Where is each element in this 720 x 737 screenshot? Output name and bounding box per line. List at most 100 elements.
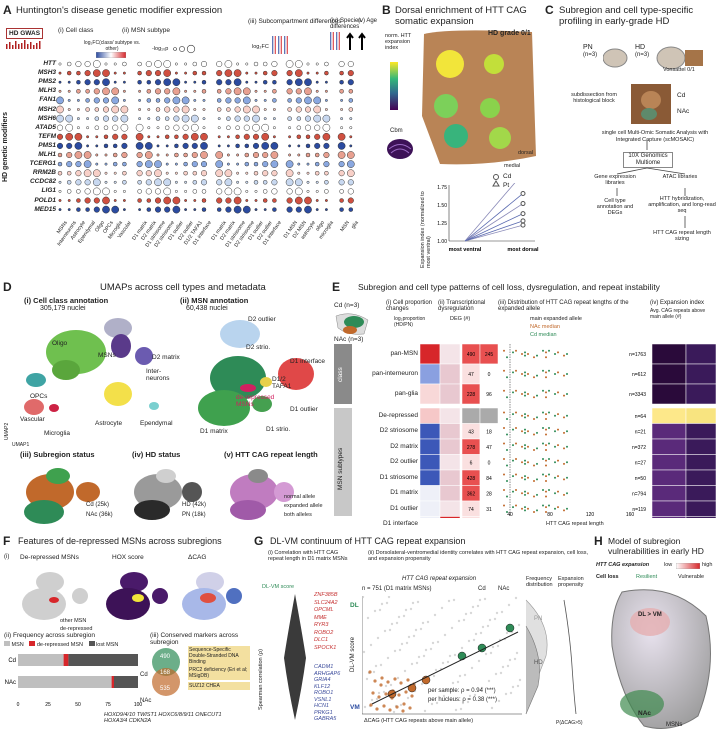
modifier-dot — [122, 80, 126, 84]
scatter-legend-cd: Cd — [478, 586, 486, 592]
modifier-dot — [285, 60, 294, 68]
modifier-dot — [287, 98, 292, 103]
modifier-dot — [245, 199, 249, 202]
vonsattel-label: Vonsattel 0/1 — [663, 67, 695, 73]
modifier-dot — [156, 135, 160, 139]
gene-label: CCDC82 — [29, 178, 56, 186]
modifier-dot — [306, 162, 310, 166]
modifier-dot — [272, 126, 276, 130]
cd-median-label: Cd median — [530, 332, 557, 338]
panel-b: B Dorsal enrichment of HTT CAG somatic e… — [380, 0, 540, 275]
modifier-dot — [262, 170, 269, 177]
modifier-dot — [272, 207, 277, 212]
modifier-dot — [74, 132, 83, 141]
modifier-dot — [324, 199, 328, 202]
modifier-dot — [262, 151, 269, 159]
modifier-dot — [270, 160, 279, 168]
modifier-dot — [306, 180, 310, 184]
x-tick: 120 — [586, 512, 595, 518]
modifier-dot — [172, 78, 181, 87]
vulnerable-label: Vulnerable — [678, 574, 705, 580]
modifier-dot — [216, 79, 223, 86]
modifier-dot — [155, 98, 161, 103]
y-tick: 1.00 — [437, 239, 447, 245]
high-label: high — [702, 562, 713, 568]
modifier-dot — [181, 114, 190, 123]
row-label: De-repressed — [378, 411, 418, 419]
modifier-dot-grid — [56, 60, 355, 214]
modifier-dot — [58, 189, 62, 193]
modifier-dot — [86, 144, 90, 148]
modifier-dot — [193, 208, 197, 212]
modifier-dot — [56, 96, 64, 105]
n-count: n=1763 — [629, 352, 646, 358]
modifier-dot — [233, 87, 242, 96]
modifier-dot — [146, 207, 152, 212]
modifier-dot — [245, 171, 249, 175]
y-tick: 1.50 — [437, 203, 447, 209]
modifier-dot — [75, 60, 82, 68]
modifier-dot — [243, 124, 250, 131]
modifier-dot — [314, 161, 320, 167]
modifier-dot — [202, 108, 206, 111]
bottom-gene: GABRA5 — [314, 716, 337, 722]
n-count: n=21 — [635, 429, 646, 435]
modifier-dot — [287, 116, 292, 121]
series-line — [464, 213, 524, 242]
modifier-dot — [83, 169, 92, 178]
modifier-dot — [172, 96, 181, 105]
sub-i-label: (i) Cell class — [58, 27, 94, 34]
modifier-dot — [270, 151, 279, 159]
modifier-dot — [65, 114, 74, 123]
modifier-dot — [147, 117, 151, 121]
modifier-dot — [201, 207, 207, 212]
top-gene: SPOCK1 — [314, 644, 337, 651]
gene-label: MSH2 — [37, 105, 56, 113]
striatum-icon — [335, 313, 369, 335]
modifier-dot — [102, 97, 110, 104]
modifier-dot — [216, 98, 222, 103]
panel-title: DL-VM continuum of HTT CAG repeat expans… — [270, 536, 466, 546]
sub-iii-label: (iii) Distribution of HTT CAG repeat len… — [498, 300, 629, 312]
modifier-dot — [193, 89, 197, 93]
modifier-dot — [83, 160, 92, 168]
modifier-dot — [84, 179, 91, 186]
modifier-dot — [322, 123, 331, 132]
modifier-dot — [122, 89, 126, 93]
modifier-dot — [347, 179, 354, 186]
modifier-dot — [66, 170, 72, 176]
modifier-dot — [294, 60, 303, 68]
modifier-dot — [102, 196, 110, 205]
modifier-dot — [288, 153, 292, 157]
modifier-dot — [324, 98, 328, 102]
cluster-opcs: OPCs — [30, 393, 48, 400]
modifier-dot — [305, 143, 311, 149]
modifier-dot — [121, 142, 128, 149]
modifier-dot — [225, 79, 232, 86]
modifier-dot — [76, 189, 81, 194]
deg-cell — [461, 407, 481, 424]
modifier-dot — [297, 171, 301, 175]
modifier-dot — [339, 79, 344, 85]
modifier-dot — [76, 79, 81, 85]
modifier-dot — [164, 134, 170, 140]
modifier-dot — [191, 161, 198, 168]
modifier-dot — [102, 87, 110, 96]
modifier-dot — [324, 170, 329, 176]
umap-msn — [198, 320, 314, 426]
gene-label: PMS2 — [38, 78, 56, 86]
modifier-dot — [272, 89, 277, 94]
modifier-dot — [245, 180, 249, 184]
modifier-dot — [137, 70, 142, 76]
modifier-dot — [66, 161, 73, 168]
legend-msn: MSN — [11, 642, 24, 648]
modifier-dot — [294, 187, 303, 196]
nac-label: NAc — [638, 710, 652, 717]
cluster-d12-tafa1: D1/2 TAFA1 — [272, 376, 292, 390]
modifier-dot — [235, 125, 240, 130]
deg-value: 43 — [468, 429, 474, 435]
modifier-dot — [94, 107, 100, 112]
bottom-gene: VSNL1 — [314, 696, 332, 703]
viridis-colorbar — [390, 62, 398, 110]
modifier-dot — [315, 89, 319, 93]
